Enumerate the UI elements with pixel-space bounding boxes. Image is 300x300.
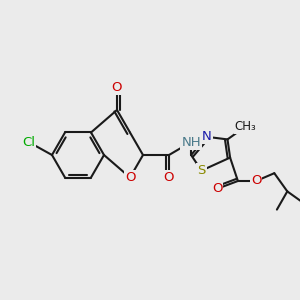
Text: O: O xyxy=(125,171,135,184)
Text: CH₃: CH₃ xyxy=(235,120,256,133)
Text: O: O xyxy=(164,171,174,184)
Text: S: S xyxy=(197,164,206,177)
Text: Cl: Cl xyxy=(22,136,35,148)
Text: NH: NH xyxy=(181,136,201,148)
Text: O: O xyxy=(251,175,261,188)
Text: O: O xyxy=(112,81,122,94)
Text: N: N xyxy=(202,130,211,143)
Text: O: O xyxy=(212,182,222,195)
